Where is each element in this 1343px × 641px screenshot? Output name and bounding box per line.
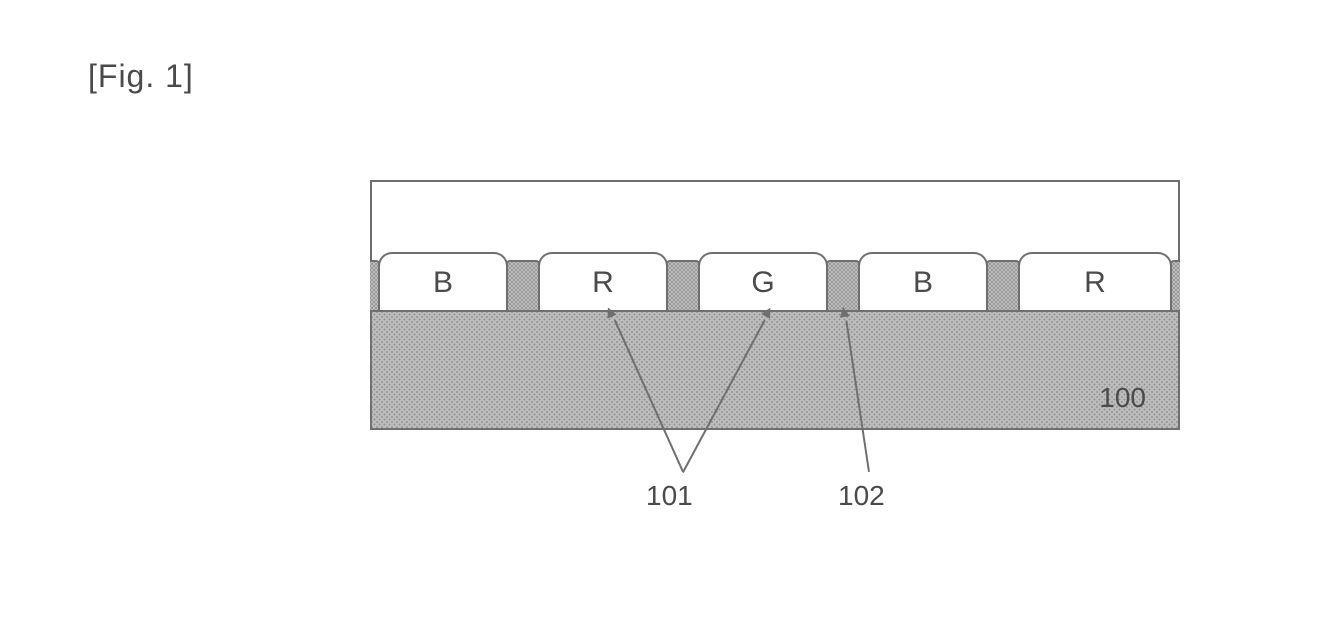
ref-label-102: 102: [838, 480, 885, 512]
arrow-head-icon: [838, 306, 849, 317]
diagram: BRGBR 100 101102: [370, 180, 1180, 430]
partition: [666, 260, 700, 310]
figure-label: [Fig. 1]: [88, 58, 194, 95]
pixel-label: R: [1084, 254, 1106, 298]
pixel-b: B: [858, 252, 988, 310]
ref-label-101: 101: [646, 480, 693, 512]
pixel-label: G: [751, 254, 774, 298]
substrate-ref-label: 100: [1099, 382, 1146, 414]
pixel-label: B: [433, 254, 453, 298]
substrate: 100: [370, 310, 1180, 430]
partition: [506, 260, 540, 310]
pixel-g: G: [698, 252, 828, 310]
partition: [986, 260, 1020, 310]
pixel-row: BRGBR: [370, 252, 1180, 310]
partition: [826, 260, 860, 310]
pixel-b: B: [378, 252, 508, 310]
canvas: [Fig. 1] B R G B R 100 101 102: [0, 0, 1343, 641]
pixel-r: R: [538, 252, 668, 310]
pixel-label: R: [592, 254, 614, 298]
pixel-label: B: [913, 254, 933, 298]
pixel-r: R: [1018, 252, 1172, 310]
